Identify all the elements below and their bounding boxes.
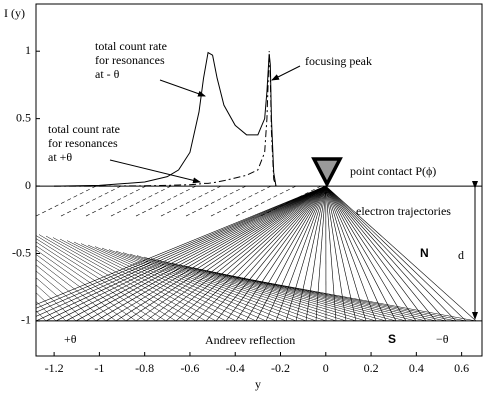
x-tick-label: -1.2 — [45, 361, 64, 375]
trajectory — [0, 226, 126, 321]
trajectory — [0, 223, 106, 321]
data-line — [54, 51, 276, 186]
trajectory — [0, 209, 16, 321]
annotation: for resonances — [48, 136, 118, 150]
annotation: −θ — [436, 332, 449, 346]
trajectory-dashed — [136, 186, 196, 216]
trajectory — [158, 260, 356, 321]
x-tick-label: 0.2 — [364, 361, 379, 375]
trajectory — [0, 186, 326, 321]
y-tick-label: 1 — [25, 43, 31, 57]
arrow — [272, 66, 300, 80]
trajectory — [0, 211, 26, 321]
y-tick-label: 0 — [25, 178, 31, 192]
annotation: d — [458, 248, 464, 262]
trajectory-dashed — [86, 186, 146, 216]
trajectory — [0, 217, 66, 321]
trajectory-dashed — [186, 186, 246, 216]
data-line — [54, 53, 276, 187]
x-tick-label: 0.4 — [409, 361, 424, 375]
trajectory — [179, 265, 386, 321]
trajectory — [206, 186, 326, 321]
y-axis-label: I (y) — [4, 6, 25, 20]
annotation: total count rate — [48, 122, 120, 136]
trajectory — [0, 215, 56, 321]
trajectory — [32, 233, 176, 321]
trajectory — [106, 186, 326, 321]
annotation: Andreev reflection — [205, 333, 295, 347]
x-tick-label: -1 — [94, 361, 104, 375]
x-axis-label: y — [255, 377, 261, 391]
x-tick-label: -0.4 — [226, 361, 245, 375]
trajectory — [0, 221, 96, 321]
x-tick-label: 0.6 — [454, 361, 469, 375]
trajectory-dashed — [211, 186, 271, 216]
x-tick-label: -0.8 — [135, 361, 154, 375]
annotation: at - θ — [95, 67, 120, 81]
trajectory-dashed — [36, 186, 96, 216]
trajectory — [0, 208, 6, 321]
trajectory — [39, 235, 186, 321]
x-tick-label: 0 — [323, 361, 329, 375]
trajectory — [176, 186, 326, 321]
annotation: focusing peak — [305, 54, 372, 68]
trajectory — [76, 186, 326, 321]
trajectory — [216, 186, 326, 321]
y-tick-label: -1 — [21, 313, 31, 327]
trajectory-dashed — [161, 186, 221, 216]
x-tick-label: -0.2 — [271, 361, 290, 375]
trajectory — [60, 239, 216, 321]
trajectory — [81, 244, 246, 321]
y-tick-label: -0.5 — [12, 245, 31, 259]
annotation: point contact P(ϕ) — [350, 164, 436, 178]
arrow — [160, 80, 205, 96]
trajectory — [11, 229, 146, 321]
trajectory — [286, 186, 326, 321]
annotation: electron trajectories — [356, 204, 451, 218]
annotation: at +θ — [48, 150, 72, 164]
trajectory — [0, 218, 76, 321]
annotation: +θ — [64, 332, 77, 346]
annotation: total count rate — [95, 39, 167, 53]
trajectory — [200, 269, 416, 321]
trajectory-dashed — [61, 186, 121, 216]
point-contact — [314, 159, 340, 184]
trajectory — [166, 186, 326, 321]
arrow — [110, 160, 200, 182]
y-tick-label: 0.5 — [16, 110, 31, 124]
trajectory — [56, 186, 326, 321]
trajectory-dashed — [111, 186, 171, 216]
trajectory — [88, 245, 256, 321]
trajectory — [0, 212, 36, 321]
trajectory — [242, 278, 476, 321]
annotation: N — [420, 246, 429, 260]
trajectory — [116, 186, 326, 321]
annotation: for resonances — [95, 53, 165, 67]
annotation: S — [388, 332, 396, 346]
x-tick-label: -0.6 — [180, 361, 199, 375]
